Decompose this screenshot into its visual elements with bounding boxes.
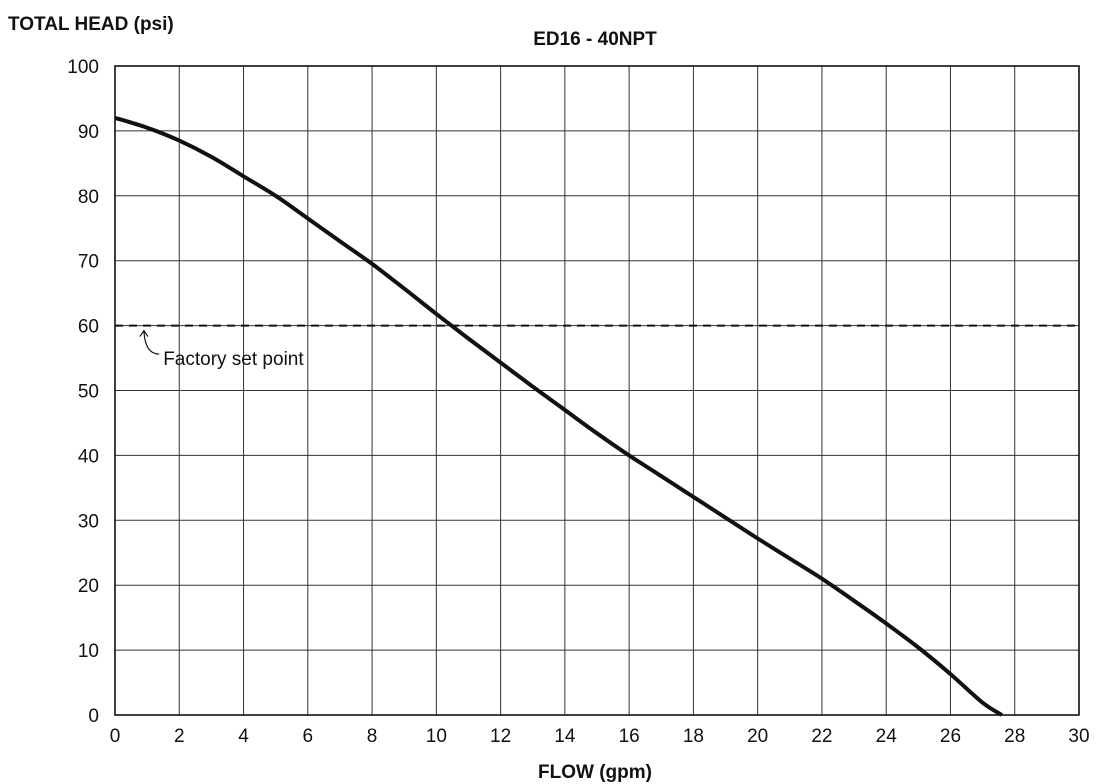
x-tick-label-24: 24	[876, 726, 898, 747]
x-tick-label-28: 28	[1004, 726, 1025, 747]
x-tick-label-4: 4	[238, 726, 249, 747]
x-tick-labels: 0 2 4 6 8 10 12 14 16 18 20 22 24 26 28 30	[110, 726, 1090, 747]
annotation-arrowhead	[139, 329, 149, 337]
x-tick-label-12: 12	[490, 726, 511, 747]
x-tick-label-30: 30	[1068, 726, 1089, 747]
x-tick-label-6: 6	[303, 726, 314, 747]
x-tick-label-2: 2	[174, 726, 185, 747]
x-tick-label-22: 22	[811, 726, 832, 747]
y-tick-label-90: 90	[78, 122, 99, 143]
chart-title: ED16 - 40NPT	[533, 29, 657, 50]
plot-frame	[114, 65, 1080, 716]
y-tick-label-50: 50	[78, 382, 99, 403]
x-axis-title: FLOW (gpm)	[538, 762, 652, 783]
x-tick-label-18: 18	[683, 726, 704, 747]
annotations: Factory set point	[139, 329, 304, 370]
y-tick-label-70: 70	[78, 252, 99, 273]
y-tick-label-30: 30	[78, 511, 99, 532]
y-tick-label-60: 60	[78, 317, 99, 338]
x-tick-label-0: 0	[110, 726, 121, 747]
x-tick-label-26: 26	[940, 726, 961, 747]
plot-border	[114, 65, 1080, 716]
x-tick-label-16: 16	[619, 726, 640, 747]
y-tick-label-0: 0	[88, 706, 99, 727]
y-tick-label-20: 20	[78, 576, 99, 597]
y-tick-labels: 0 10 20 30 40 50 60 70 80 90 100	[67, 57, 99, 727]
y-tick-label-100: 100	[67, 57, 99, 78]
y-tick-label-40: 40	[78, 446, 99, 467]
x-tick-label-20: 20	[747, 726, 768, 747]
x-tick-label-8: 8	[367, 726, 378, 747]
pump-curve-line	[114, 115, 1003, 717]
y-axis-title: TOTAL HEAD (psi)	[8, 14, 174, 35]
x-tick-label-10: 10	[426, 726, 447, 747]
factory-set-point-label: Factory set point	[163, 349, 304, 370]
y-tick-label-10: 10	[78, 641, 99, 662]
y-tick-label-80: 80	[78, 187, 99, 208]
series-group	[114, 115, 1003, 717]
grid	[114, 65, 1080, 716]
x-tick-label-14: 14	[554, 726, 576, 747]
annotation-arrow	[143, 330, 160, 355]
